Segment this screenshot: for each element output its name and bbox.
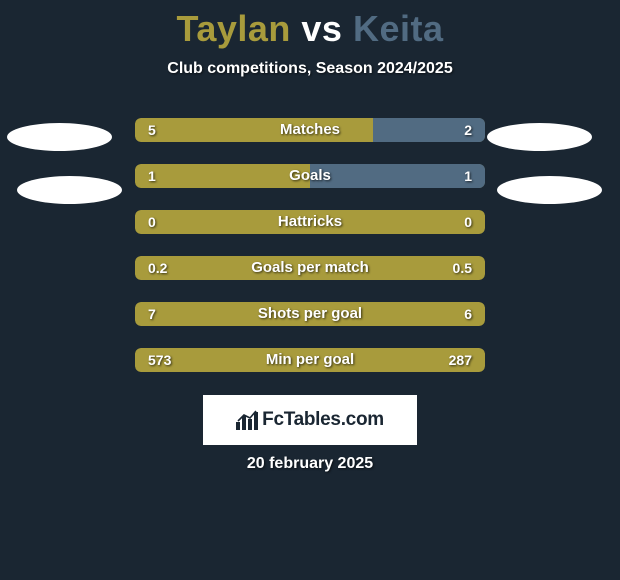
date-text: 20 february 2025	[0, 455, 620, 473]
player-ellipse	[17, 176, 122, 204]
logo-text: FcTables.com	[262, 409, 384, 431]
bar-chart-icon	[236, 410, 258, 430]
vs-text: vs	[301, 8, 342, 49]
stat-label: Goals per match	[135, 256, 485, 280]
logo-box: FcTables.com	[203, 395, 417, 445]
logo: FcTables.com	[236, 409, 384, 431]
player2-name: Keita	[353, 8, 444, 49]
stat-label: Goals	[135, 164, 485, 188]
comparison-title: Taylan vs Keita	[0, 0, 620, 50]
player-ellipse	[7, 123, 112, 151]
subtitle: Club competitions, Season 2024/2025	[0, 60, 620, 78]
stat-label: Matches	[135, 118, 485, 142]
stat-row: 573287Min per goal	[0, 348, 620, 372]
stat-row: 00Hattricks	[0, 210, 620, 234]
stats-chart: 52Matches11Goals00Hattricks0.20.5Goals p…	[0, 118, 620, 372]
stat-row: 76Shots per goal	[0, 302, 620, 326]
stat-label: Hattricks	[135, 210, 485, 234]
stat-label: Shots per goal	[135, 302, 485, 326]
player-ellipse	[487, 123, 592, 151]
stat-label: Min per goal	[135, 348, 485, 372]
player-ellipse	[497, 176, 602, 204]
stat-row: 0.20.5Goals per match	[0, 256, 620, 280]
player1-name: Taylan	[177, 8, 291, 49]
